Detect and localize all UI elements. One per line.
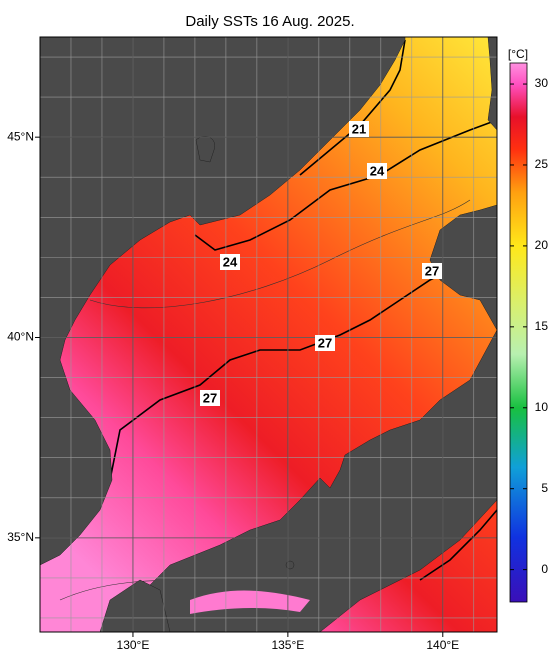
colorbar-tick-label: 5	[541, 481, 548, 495]
contour-label: 27	[203, 390, 217, 405]
contour-line	[419, 509, 497, 581]
x-tick-label: 140°E	[426, 638, 459, 652]
contour-label-box	[220, 254, 240, 270]
land-mainland	[40, 37, 406, 566]
contour-line	[59, 269, 451, 541]
contour-label-box	[422, 263, 442, 279]
contour-label: 27	[425, 263, 439, 278]
map-frame	[39, 36, 498, 633]
map-title: Daily SSTs 16 Aug. 2025.	[185, 13, 354, 30]
island	[285, 560, 295, 570]
contour-line	[89, 199, 471, 309]
contour-labels: 21 24 24 27 27 27	[200, 121, 442, 406]
x-tick-label: 135°E	[271, 638, 304, 652]
contour-label: 24	[223, 254, 238, 269]
inland-sea	[190, 590, 310, 614]
colorbar-tick-label: 25	[535, 157, 549, 171]
contour-label: 24	[370, 163, 385, 178]
contour-label-box	[367, 163, 387, 179]
contour-line	[299, 39, 406, 176]
contour-label-box	[200, 390, 220, 406]
contour-label: 21	[352, 121, 366, 136]
land-honshu	[149, 329, 497, 632]
grid	[40, 37, 497, 632]
land-kyushu	[99, 579, 171, 632]
colorbar-tick-label: 30	[535, 76, 549, 90]
colorbar-tick-label: 0	[541, 562, 548, 576]
colorbar-unit: [°C]	[508, 47, 528, 61]
y-tick-label: 45°N	[7, 129, 34, 143]
colorbar-tick-label: 15	[535, 319, 549, 333]
contour-label-box	[315, 335, 335, 351]
colorbar-tick-label: 20	[535, 238, 549, 252]
contour-line	[194, 119, 497, 251]
contour-label-box	[349, 121, 369, 137]
x-tick-label: 130°E	[117, 638, 150, 652]
land-sakhalin	[487, 37, 497, 131]
map-body: 21 24 24 27 27 27	[40, 37, 497, 632]
y-tick-label: 35°N	[7, 530, 34, 544]
y-tick-label: 40°N	[7, 330, 34, 344]
contour-label: 27	[318, 335, 332, 350]
colorbar-tick-label: 10	[535, 400, 549, 414]
colorbar	[509, 62, 528, 603]
